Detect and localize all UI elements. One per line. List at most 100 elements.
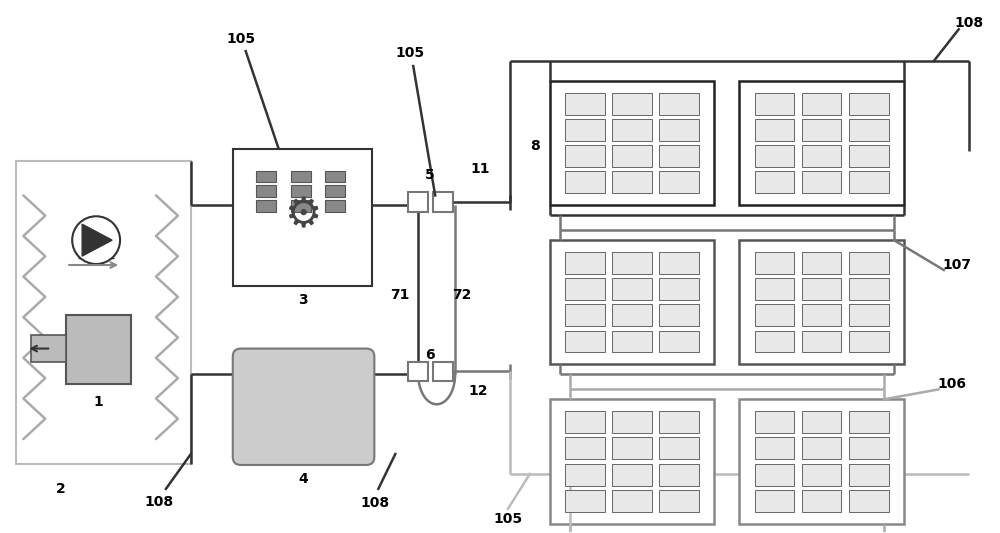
Bar <box>565 119 605 141</box>
Bar <box>233 149 372 286</box>
Bar <box>849 330 889 352</box>
Text: 105: 105 <box>396 46 425 60</box>
Text: 108: 108 <box>144 495 174 509</box>
Bar <box>565 438 605 459</box>
Bar <box>755 464 794 486</box>
Bar <box>802 304 841 326</box>
Bar <box>31 335 66 362</box>
Bar <box>565 490 605 512</box>
Bar <box>565 330 605 352</box>
Bar <box>849 490 889 512</box>
Bar <box>849 93 889 115</box>
Bar <box>612 304 652 326</box>
Bar <box>325 185 345 197</box>
Bar <box>291 185 311 197</box>
Bar <box>66 315 131 384</box>
Bar <box>802 252 841 274</box>
Bar <box>659 304 699 326</box>
Bar <box>659 490 699 512</box>
Text: ⚙: ⚙ <box>284 194 321 236</box>
Text: 106: 106 <box>937 377 966 391</box>
Bar <box>849 119 889 141</box>
Bar <box>612 145 652 167</box>
Bar <box>659 93 699 115</box>
FancyBboxPatch shape <box>233 349 374 465</box>
Text: 1: 1 <box>93 395 103 409</box>
Bar <box>739 399 904 523</box>
Bar <box>408 361 428 382</box>
Bar <box>849 278 889 300</box>
Bar <box>565 252 605 274</box>
Bar <box>433 361 453 382</box>
Bar <box>755 252 794 274</box>
Text: 2: 2 <box>56 482 66 496</box>
Text: 105: 105 <box>226 32 255 46</box>
Bar <box>755 330 794 352</box>
Bar <box>659 145 699 167</box>
Text: 6: 6 <box>425 348 435 361</box>
Bar <box>659 278 699 300</box>
Bar <box>256 200 276 212</box>
Bar <box>755 438 794 459</box>
Bar <box>659 411 699 433</box>
Bar <box>849 252 889 274</box>
Bar <box>755 145 794 167</box>
Bar <box>739 81 904 205</box>
Bar <box>659 438 699 459</box>
Text: 12: 12 <box>468 384 488 398</box>
Bar <box>612 330 652 352</box>
Bar <box>849 171 889 193</box>
Bar <box>802 464 841 486</box>
Bar <box>849 145 889 167</box>
Text: 5: 5 <box>425 168 435 182</box>
Bar <box>16 160 191 464</box>
Text: 71: 71 <box>391 288 410 302</box>
Bar <box>659 119 699 141</box>
Bar <box>256 171 276 182</box>
Bar <box>612 252 652 274</box>
Bar <box>291 200 311 212</box>
Bar <box>755 171 794 193</box>
Text: 107: 107 <box>942 258 971 272</box>
Bar <box>325 200 345 212</box>
Bar <box>739 240 904 365</box>
Bar <box>659 330 699 352</box>
Bar <box>802 278 841 300</box>
Bar <box>550 399 714 523</box>
Bar <box>565 93 605 115</box>
Polygon shape <box>82 224 112 256</box>
Bar <box>849 411 889 433</box>
Bar <box>550 240 714 365</box>
Bar <box>802 171 841 193</box>
Bar <box>612 119 652 141</box>
Text: 72: 72 <box>452 288 472 302</box>
Bar <box>612 464 652 486</box>
Bar <box>659 252 699 274</box>
Bar <box>802 438 841 459</box>
Bar <box>565 411 605 433</box>
Text: 8: 8 <box>530 139 540 152</box>
Bar <box>408 192 428 212</box>
Bar <box>565 171 605 193</box>
Bar <box>802 93 841 115</box>
Bar <box>612 438 652 459</box>
Text: 3: 3 <box>298 293 307 307</box>
Bar <box>239 354 368 459</box>
Bar <box>612 411 652 433</box>
Bar <box>550 81 714 205</box>
Bar <box>755 278 794 300</box>
Bar <box>755 119 794 141</box>
Bar <box>565 145 605 167</box>
Text: 108: 108 <box>954 17 983 30</box>
Bar <box>612 171 652 193</box>
Bar <box>802 145 841 167</box>
Text: 105: 105 <box>493 512 523 526</box>
Text: 11: 11 <box>470 161 490 175</box>
Bar <box>256 185 276 197</box>
Bar <box>755 411 794 433</box>
Bar <box>802 330 841 352</box>
Bar <box>755 490 794 512</box>
Circle shape <box>72 216 120 264</box>
Text: 108: 108 <box>361 496 390 510</box>
Bar <box>849 304 889 326</box>
